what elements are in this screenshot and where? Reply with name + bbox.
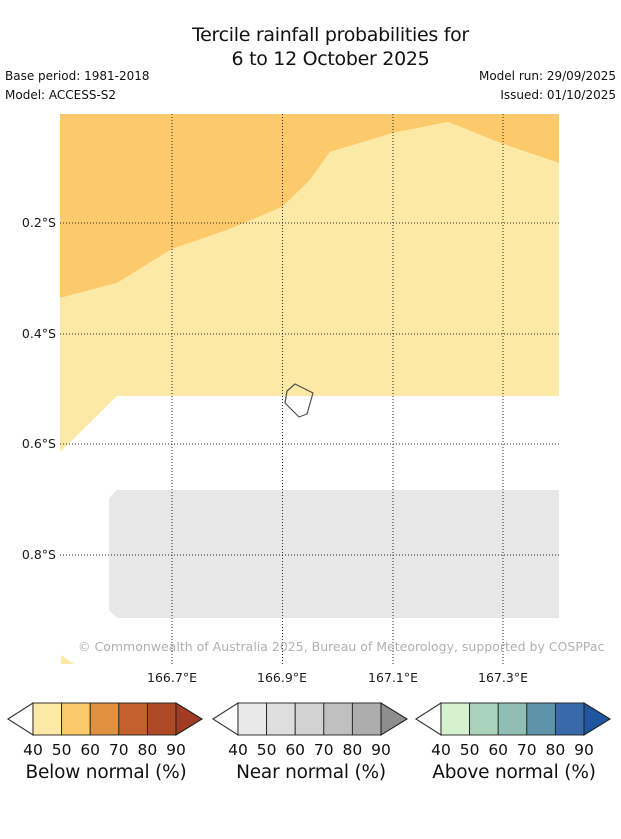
region-below-normal-40-50 — [60, 122, 559, 452]
colorbar-near-normal — [211, 701, 409, 737]
x-tick-167.1E: 167.1°E — [368, 670, 418, 685]
tick-label: 50 — [459, 741, 480, 759]
region-near-normal-40-50 — [109, 490, 559, 618]
tick-label: 60 — [488, 741, 509, 759]
tick-label: 80 — [545, 741, 566, 759]
legend-below-normal: 40 50 60 70 80 90 Below normal (%) — [6, 700, 210, 795]
tick-label: 70 — [516, 741, 537, 759]
colorbar-segment — [266, 702, 296, 736]
colorbar-segment — [89, 702, 120, 736]
x-tick-167.3E: 167.3°E — [478, 670, 528, 685]
tick-label: 50 — [256, 741, 277, 759]
tick-label: 70 — [108, 741, 129, 759]
tick-label: 90 — [574, 741, 594, 759]
tick-label: 90 — [371, 741, 391, 759]
y-tick-0.4S: 0.4°S — [21, 326, 56, 341]
gridlines — [60, 114, 559, 664]
figure-title-line2: 6 to 12 October 2025 — [231, 48, 430, 70]
colorbar-segment — [440, 702, 471, 736]
colorbar-segment — [32, 702, 63, 736]
tick-label: 90 — [166, 741, 186, 759]
colorbar-right-arrow — [380, 702, 409, 736]
legend-label-below-normal: Below normal (%) — [25, 762, 187, 783]
x-tick-166.7E: 166.7°E — [147, 670, 197, 685]
colorbar-above-normal — [414, 701, 612, 737]
colorbar-segment — [323, 702, 353, 736]
model-text: Model: ACCESS-S2 — [5, 88, 117, 102]
base-period-text: Base period: 1981-2018 — [5, 69, 150, 83]
figure-title-line1: Tercile rainfall probabilities for — [192, 24, 469, 46]
colorbar-segment — [526, 702, 556, 736]
x-tick-166.9E: 166.9°E — [257, 670, 307, 685]
copyright-text: © Commonwealth of Australia 2025, Bureau… — [78, 639, 605, 654]
tick-label: 80 — [342, 741, 363, 759]
colorbar-segment — [146, 702, 177, 736]
tick-label: 40 — [228, 741, 248, 759]
figure-title: Tercile rainfall probabilities for 6 to … — [40, 23, 621, 71]
region-below-normal-50-60 — [60, 114, 559, 298]
y-tick-0.6S: 0.6°S — [21, 436, 56, 451]
tick-label: 40 — [431, 741, 451, 759]
legend-above-normal: 40 50 60 70 80 90 Above normal (%) — [414, 700, 618, 795]
legend-label-above-normal: Above normal (%) — [432, 762, 596, 783]
colorbar-segment — [469, 702, 499, 736]
tick-label: 60 — [285, 741, 306, 759]
tick-label: 50 — [51, 741, 72, 759]
colorbar-segment — [351, 702, 382, 736]
region-below-normal-corner — [61, 655, 74, 664]
tick-label: 80 — [137, 741, 158, 759]
y-tick-0.8S: 0.8°S — [21, 547, 56, 562]
colorbar-segment — [118, 702, 148, 736]
colorbar-segment — [294, 702, 325, 736]
y-tick-0.2S: 0.2°S — [21, 215, 56, 230]
map-plot — [60, 114, 559, 664]
tick-label: 70 — [313, 741, 334, 759]
colorbar-segment — [554, 702, 585, 736]
tick-label: 60 — [80, 741, 101, 759]
colorbar-right-arrow — [583, 702, 612, 736]
colorbar-below-normal — [6, 701, 204, 737]
issued-text: Issued: 01/10/2025 — [500, 88, 616, 102]
colorbar-right-arrow — [175, 702, 204, 736]
colorbar-left-arrow — [414, 701, 442, 737]
legend-near-normal: 40 50 60 70 80 90 Near normal (%) — [211, 700, 415, 795]
tick-label: 40 — [23, 741, 43, 759]
colorbar-segment — [237, 702, 268, 736]
colorbar-segment — [61, 702, 91, 736]
legend-label-near-normal: Near normal (%) — [236, 762, 386, 783]
island-outline-nauru — [284, 383, 314, 418]
colorbar-segment — [497, 702, 528, 736]
colorbar-left-arrow — [6, 701, 34, 737]
colorbar-left-arrow — [211, 701, 239, 737]
model-run-text: Model run: 29/09/2025 — [478, 69, 616, 83]
